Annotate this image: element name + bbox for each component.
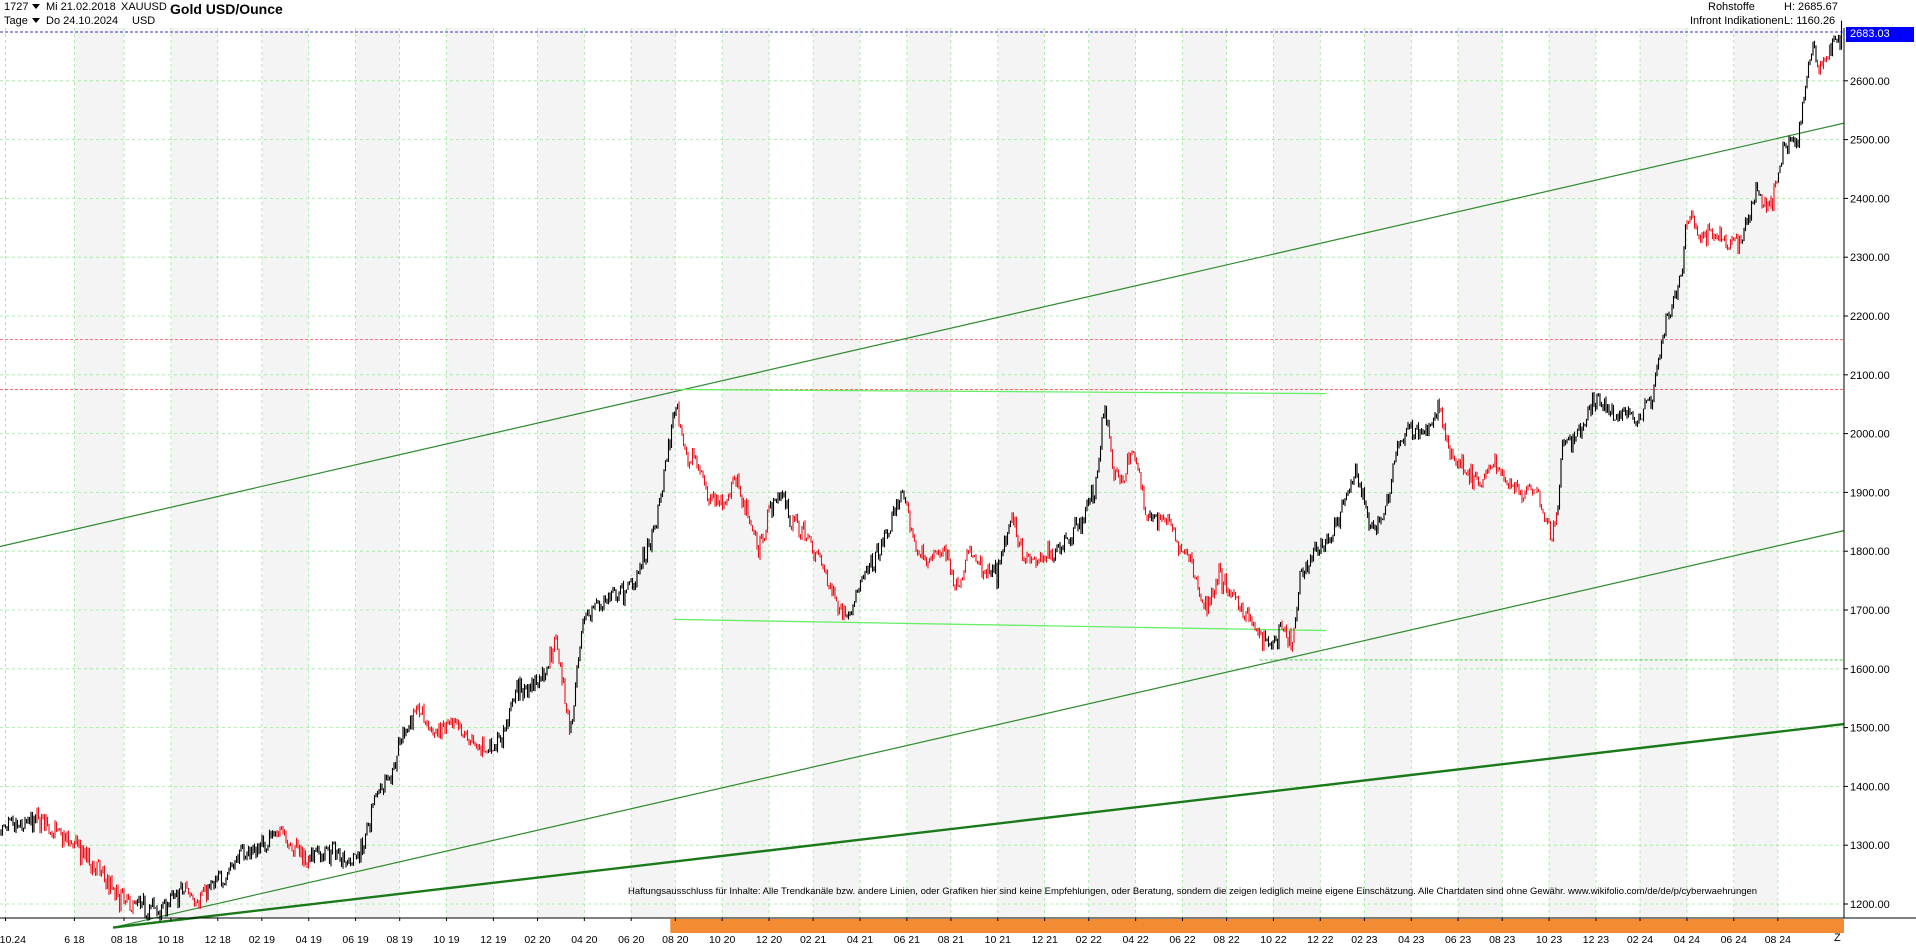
x-tick-label: 06 23 [1445,934,1471,946]
x-tick-label: 12 22 [1307,934,1333,946]
x-tick-label: 08 20 [662,934,688,946]
time-band [74,28,125,918]
x-tick-label: 10 19 [433,934,459,946]
trendline[interactable] [112,722,1845,929]
from-date: Mi 21.02.2018 [46,1,116,13]
x-tick-label: 08 24 [1765,934,1791,946]
x-tick-label: 12 19 [480,934,506,946]
symbol: XAUUSD [121,1,167,13]
x-tick-label: 10 21 [985,934,1011,946]
time-band [1182,28,1227,918]
x-tick-label: 04 22 [1122,934,1148,946]
x-tick-label: 17.10.24 [0,934,26,946]
x-tick-label: 06 20 [618,934,644,946]
x-tick-label: 06 19 [342,934,368,946]
time-band [722,28,770,918]
x-tick-label: 04 19 [296,934,322,946]
y-tick-label: 1700.00 [1850,605,1890,617]
trendline[interactable] [112,530,1845,929]
y-tick-label: 2600.00 [1850,76,1890,88]
time-band [1364,28,1412,918]
time-band [1640,28,1687,918]
time-band [355,28,400,918]
x-tick-label: 06 22 [1169,934,1195,946]
x-tick-label: 04 24 [1674,934,1700,946]
x-tick-label: 04 20 [571,934,597,946]
x-tick-label: 08 19 [387,934,413,946]
y-tick-label: 2100.00 [1850,370,1890,382]
x-tick-label: 08 22 [1213,934,1239,946]
bar-count: 1727 [4,1,29,13]
time-band [446,28,494,918]
y-tick-label: 2000.00 [1850,429,1890,441]
time-band [537,28,585,918]
x-tick-label: 02 23 [1351,934,1377,946]
trendline[interactable] [673,618,1326,632]
x-tick-label: 12 23 [1583,934,1609,946]
x-tick-label: 12 20 [756,934,782,946]
y-tick-label: 1500.00 [1850,723,1890,735]
x-tick-label: 6 18 [64,934,85,946]
x-tick-label: 12 21 [1032,934,1058,946]
time-band [1088,28,1136,918]
trendline[interactable] [0,122,1845,548]
x-tick-label: 10 23 [1536,934,1562,946]
chevron-down-icon[interactable] [31,18,40,24]
low-value: L: 1160.26 [1784,15,1836,27]
y-tick-label: 1900.00 [1850,487,1890,499]
x-tick-label: 02 19 [249,934,275,946]
time-band [906,28,951,918]
time-band [631,28,676,918]
x-tick-label: 12 18 [205,934,231,946]
x-tick-label: 08 18 [111,934,137,946]
y-tick-label: 1300.00 [1850,840,1890,852]
y-tick-label: 2400.00 [1850,193,1890,205]
currency: USD [132,15,156,27]
high-value: H: 2685.67 [1784,1,1838,13]
bar-count-selector[interactable]: 1727 [4,1,44,14]
zoom-button[interactable]: Z [1834,932,1841,944]
data-source: Infront Indikationen [1690,15,1784,27]
x-tick-label: 10 20 [709,934,735,946]
y-tick-label: 1600.00 [1850,664,1890,676]
y-tick-label: 2200.00 [1850,311,1890,323]
x-tick-label: 06 24 [1721,934,1747,946]
x-axis-highlight [670,919,1845,933]
to-date: Do 24.10.2024 [46,15,119,27]
x-tick-label: 02 21 [800,934,826,946]
y-tick-label: 1400.00 [1850,781,1890,793]
y-tick-label: 1800.00 [1850,546,1890,558]
time-band [997,28,1045,918]
time-band [261,28,309,918]
x-tick-label: 08 23 [1489,934,1515,946]
time-band [170,28,218,918]
y-tick-label: 1200.00 [1850,899,1890,911]
period-selector[interactable]: Tage [4,15,44,28]
chart-title: Gold USD/Ounce [170,1,283,17]
time-band [813,28,860,918]
x-tick-label: 02 24 [1627,934,1653,946]
period-label: Tage [4,15,28,27]
x-tick-label: 10 18 [158,934,184,946]
x-tick-label: 10 22 [1260,934,1286,946]
x-tick-label: 04 23 [1398,934,1424,946]
time-band [1549,28,1596,918]
x-tick-label: 04 21 [847,934,873,946]
y-tick-label: 2300.00 [1850,252,1890,264]
trendline[interactable] [676,388,1326,395]
x-tick-label: 02 20 [524,934,550,946]
x-tick-label: 02 22 [1076,934,1102,946]
time-band [1733,28,1778,918]
y-tick-label: 2500.00 [1850,135,1890,147]
disclaimer-text: Haftungsausschluss für Inhalte: Alle Tre… [628,886,1758,897]
time-band [1273,28,1321,918]
x-tick-label: 08 21 [938,934,964,946]
x-tick-label: 06 21 [894,934,920,946]
category: Rohstoffe [1708,1,1755,13]
last-price-tag: 2683.03 [1846,27,1914,42]
chevron-down-icon[interactable] [32,4,41,10]
